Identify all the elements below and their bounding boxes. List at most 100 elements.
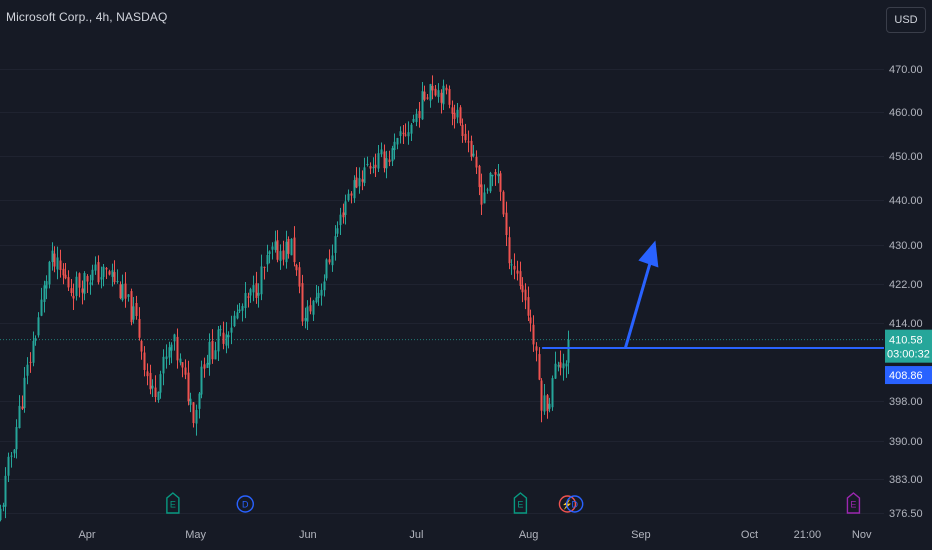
- marker-shape: [846, 492, 861, 514]
- candle-body: [385, 158, 388, 169]
- candle-body: [431, 85, 434, 91]
- candle-body: [138, 318, 141, 338]
- candle-body: [434, 88, 437, 96]
- candle-body: [456, 109, 459, 118]
- candle-body: [429, 84, 432, 101]
- candle-body: [374, 164, 377, 168]
- dividend-marker[interactable]: D: [566, 495, 584, 513]
- candle-body: [208, 341, 211, 365]
- candle-body: [257, 292, 260, 296]
- candle-body: [23, 377, 26, 408]
- x-tick-label: Nov: [852, 529, 872, 541]
- candle-body: [179, 358, 182, 363]
- candle-body: [176, 336, 179, 361]
- candle-body: [189, 398, 192, 405]
- candle-body: [355, 177, 358, 188]
- candle-body: [15, 427, 18, 450]
- x-tick-label: Sep: [631, 529, 651, 541]
- candle-body: [206, 362, 209, 368]
- candle-body: [146, 371, 149, 377]
- candle-body: [494, 172, 497, 175]
- candle-body: [410, 124, 413, 134]
- candle-body: [195, 410, 198, 424]
- candle-body: [442, 85, 445, 105]
- candle-body: [130, 291, 133, 323]
- candle-body: [391, 148, 394, 162]
- candle-body: [26, 364, 29, 376]
- candle-body: [48, 261, 51, 285]
- candle-body: [271, 246, 274, 250]
- candle-body: [81, 288, 84, 293]
- candle-body: [475, 156, 478, 168]
- candle-body: [467, 141, 470, 143]
- candle-body: [540, 380, 543, 411]
- candle-body: [268, 251, 271, 254]
- candle-body: [266, 254, 269, 265]
- candle-body: [380, 149, 383, 155]
- candles: [0, 75, 570, 522]
- candle-body: [247, 296, 250, 298]
- candle-body: [491, 175, 494, 177]
- y-tick-label: 430.00: [889, 240, 923, 252]
- future_earnings-marker[interactable]: E: [846, 492, 861, 514]
- candle-body: [37, 317, 40, 336]
- candle-body: [83, 273, 86, 294]
- candle-body: [219, 329, 222, 331]
- candle-body: [548, 403, 551, 409]
- candle-body: [21, 406, 24, 409]
- y-tick-label: 398.00: [889, 396, 923, 408]
- candle-body: [358, 178, 361, 187]
- candle-body: [203, 364, 206, 369]
- dividend-marker[interactable]: D: [236, 495, 254, 513]
- candle-body: [461, 124, 464, 137]
- candle-body: [304, 318, 307, 321]
- candle-body: [43, 285, 46, 302]
- candle-body: [121, 284, 124, 301]
- currency-button[interactable]: USD: [886, 7, 926, 33]
- candle-body: [543, 395, 546, 412]
- candle-body: [274, 241, 277, 250]
- candle-body: [412, 118, 415, 122]
- marker-label: D: [571, 500, 578, 510]
- y-tick-label: 470.00: [889, 64, 923, 76]
- candle-body: [198, 393, 201, 409]
- candle-body: [535, 346, 538, 351]
- candle-body: [459, 107, 462, 124]
- earnings-marker[interactable]: E: [166, 492, 180, 514]
- candle-body: [486, 189, 489, 191]
- x-tick-label: Jun: [299, 529, 317, 541]
- candle-body: [323, 281, 326, 291]
- candle-body: [372, 167, 375, 169]
- candle-body: [464, 133, 467, 141]
- split-marker[interactable]: ⚡: [558, 495, 577, 513]
- candle-body: [75, 276, 78, 296]
- candle-body: [260, 266, 263, 295]
- candle-body: [309, 305, 312, 312]
- candle-body: [470, 140, 473, 157]
- candle-body: [91, 269, 94, 281]
- candle-body: [238, 309, 241, 312]
- marker-label: D: [242, 500, 249, 510]
- candle-body: [562, 363, 565, 369]
- arrow-shaft[interactable]: [623, 258, 653, 349]
- arrow-head[interactable]: [638, 240, 659, 268]
- x-tick-label: May: [185, 529, 206, 541]
- candle-body: [159, 374, 162, 393]
- event-markers: E D E ⚡D E: [166, 492, 861, 514]
- candle-body: [227, 335, 230, 338]
- marker-label: E: [517, 500, 523, 510]
- candle-body: [282, 250, 285, 260]
- candle-body: [276, 240, 279, 260]
- earnings-marker[interactable]: E: [513, 492, 528, 514]
- candle-body: [388, 159, 391, 163]
- candle-body: [140, 340, 143, 352]
- level-line-tag: [885, 366, 932, 385]
- candle-body: [483, 192, 486, 204]
- countdown-label: 03:00:32: [887, 349, 930, 361]
- candle-body: [162, 356, 165, 374]
- candle-body: [72, 295, 75, 299]
- y-tick-label: 383.00: [889, 474, 923, 486]
- candle-body: [59, 260, 62, 270]
